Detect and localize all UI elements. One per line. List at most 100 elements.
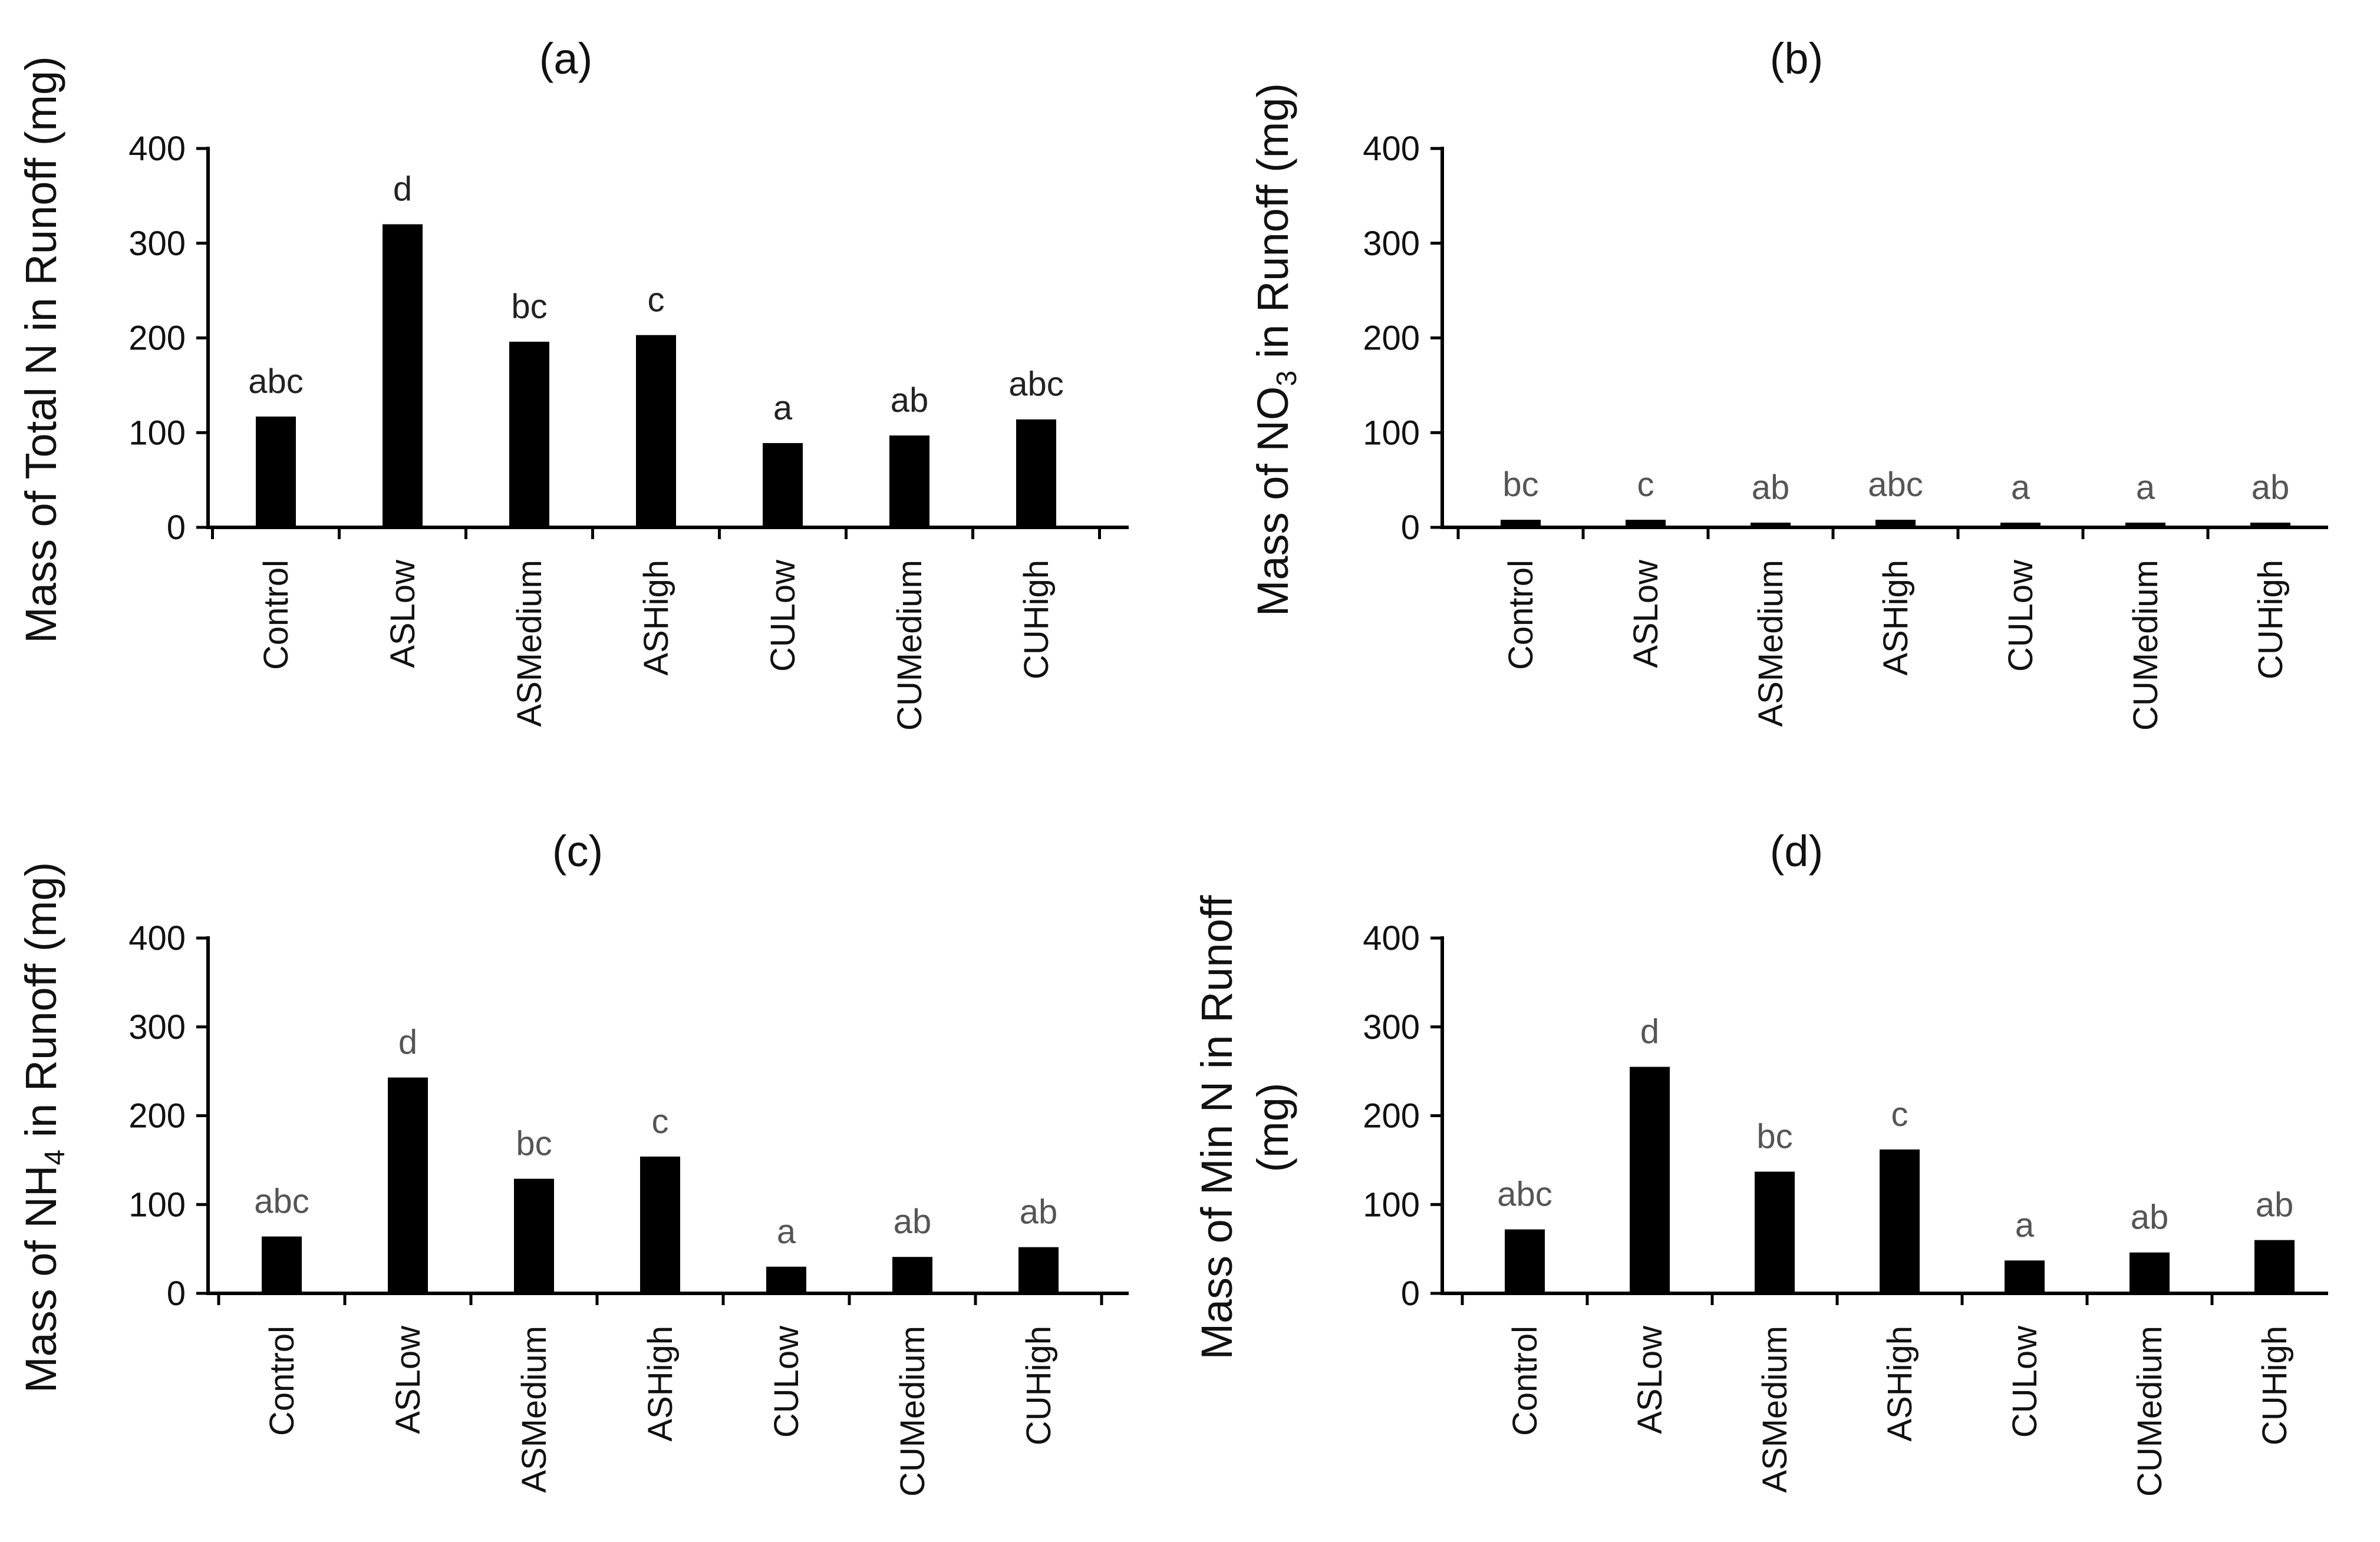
y-tick-label: 0 — [167, 1274, 186, 1313]
bar-CUHigh — [2254, 1240, 2295, 1293]
significance-label: ab — [1752, 468, 1790, 507]
bar-ASMedium — [509, 341, 549, 527]
y-tick-label: 200 — [128, 319, 186, 358]
significance-label: ab — [2256, 1186, 2294, 1224]
bar-CUHigh — [1016, 419, 1056, 527]
x-category-label: ASMedium — [1756, 1326, 1794, 1493]
y-axis-label: Mass of NH4 in Runoff (mg) — [17, 862, 71, 1393]
significance-label: ab — [2252, 468, 2290, 507]
x-category-label: Control — [1506, 1326, 1544, 1436]
x-category-label: Control — [257, 560, 295, 670]
y-tick-label: 0 — [167, 509, 186, 547]
significance-label: a — [777, 1213, 796, 1251]
x-category-label: ASLow — [1631, 1325, 1669, 1434]
bar-ASHigh — [636, 335, 676, 527]
chart-panel-a: (a) Mass of Total N in Runoff (mg) 0 100 200… — [17, 34, 1129, 731]
significance-label: d — [1640, 1013, 1659, 1051]
significance-label: abc — [1008, 365, 1064, 404]
x-category-label: CUMedium — [891, 560, 929, 731]
x-category-label: ASHigh — [1877, 560, 1915, 676]
bar-CUMedium — [2130, 1252, 2170, 1293]
y-tick-label: 400 — [128, 130, 186, 168]
significance-label: bc — [1756, 1117, 1792, 1155]
y-tick-label: 0 — [1401, 1274, 1420, 1313]
bar-ASHigh — [1875, 520, 1916, 527]
chart-panel-c: (c) Mass of NH4 in Runoff (mg) 0 100 200 300 4… — [17, 827, 1129, 1497]
y-tick-label: 100 — [1363, 414, 1420, 452]
x-category-label: ASMedium — [510, 560, 549, 727]
y-tick-label: 100 — [128, 414, 186, 452]
significance-label: bc — [1502, 465, 1538, 504]
x-category-label: CUHigh — [1020, 1326, 1058, 1445]
bar-ASMedium — [1751, 522, 1791, 527]
significance-label: a — [2136, 468, 2155, 507]
significance-label: bc — [516, 1125, 552, 1163]
bar-ASLow — [388, 1077, 428, 1293]
bar-CULow — [2000, 522, 2041, 527]
x-category-label: ASHigh — [637, 560, 675, 676]
y-axis-label: Mass of Min N in Runoff (mg) — [1192, 895, 1297, 1360]
y-tick-label: 300 — [128, 224, 186, 263]
x-category-label: ASLow — [389, 1325, 427, 1434]
y-tick-label: 200 — [128, 1097, 186, 1135]
significance-label: ab — [894, 1203, 932, 1241]
y-tick-label: 400 — [128, 919, 186, 957]
y-tick-label: 100 — [1363, 1186, 1420, 1224]
x-category-label: CUMedium — [894, 1326, 932, 1497]
panel-title: (b) — [1770, 34, 1823, 83]
significance-label: bc — [511, 288, 547, 326]
bar-ASHigh — [640, 1156, 680, 1293]
x-category-label: ASMedium — [515, 1326, 553, 1493]
y-tick-label: 200 — [1363, 1097, 1420, 1135]
y-tick-label: 0 — [1401, 509, 1420, 547]
bar-ASMedium — [514, 1178, 554, 1293]
y-tick-label: 300 — [1363, 1008, 1420, 1046]
x-category-label: CULow — [764, 559, 802, 672]
bar-Control — [256, 416, 296, 527]
x-category-label: ASLow — [1627, 559, 1665, 668]
significance-label: ab — [2131, 1198, 2169, 1237]
bar-CULow — [763, 443, 803, 527]
significance-label: d — [393, 170, 412, 209]
x-category-label: ASHigh — [1881, 1326, 1919, 1442]
x-category-label: Control — [1502, 560, 1540, 670]
bar-CULow — [2005, 1260, 2045, 1293]
significance-label: c — [652, 1102, 669, 1141]
panel-title: (c) — [552, 827, 603, 876]
y-tick-label: 400 — [1363, 919, 1420, 957]
significance-label: abc — [1868, 465, 1923, 504]
x-category-label: CUMedium — [2127, 560, 2165, 731]
panel-title: (d) — [1770, 827, 1823, 876]
x-category-label: CULow — [2006, 1325, 2044, 1438]
significance-label: abc — [248, 362, 304, 401]
bar-CULow — [766, 1266, 806, 1293]
bar-CUHigh — [1018, 1247, 1059, 1293]
significance-label: ab — [1020, 1193, 1058, 1231]
bar-CUHigh — [2250, 522, 2290, 527]
y-tick-label: 200 — [1363, 319, 1420, 358]
significance-label: c — [648, 281, 665, 319]
significance-label: c — [1891, 1095, 1908, 1134]
y-tick-label: 100 — [128, 1186, 186, 1224]
y-tick-label: 300 — [1363, 224, 1420, 263]
panel-title: (a) — [539, 34, 592, 83]
significance-label: d — [398, 1023, 417, 1062]
bar-ASLow — [1630, 1066, 1670, 1293]
x-category-label: ASMedium — [1752, 560, 1790, 727]
bar-Control — [262, 1236, 302, 1293]
x-category-label: CUHigh — [2252, 560, 2290, 679]
chart-panel-b: (b) Mass of NO3 in Runoff (mg) 0 100 200 300 4… — [1248, 34, 2328, 731]
y-tick-label: 300 — [128, 1008, 186, 1046]
significance-label: a — [2015, 1206, 2035, 1244]
x-category-label: Control — [263, 1326, 301, 1436]
x-category-label: CUMedium — [2131, 1326, 2169, 1497]
x-category-label: CULow — [2002, 559, 2040, 672]
significance-label: ab — [891, 381, 929, 420]
bar-CUMedium — [892, 1257, 932, 1293]
y-axis-label: Mass of Total N in Runoff (mg) — [17, 56, 65, 643]
bar-ASLow — [383, 224, 423, 528]
significance-label: a — [773, 389, 793, 427]
significance-label: abc — [254, 1183, 309, 1221]
bar-ASHigh — [1880, 1149, 1920, 1293]
